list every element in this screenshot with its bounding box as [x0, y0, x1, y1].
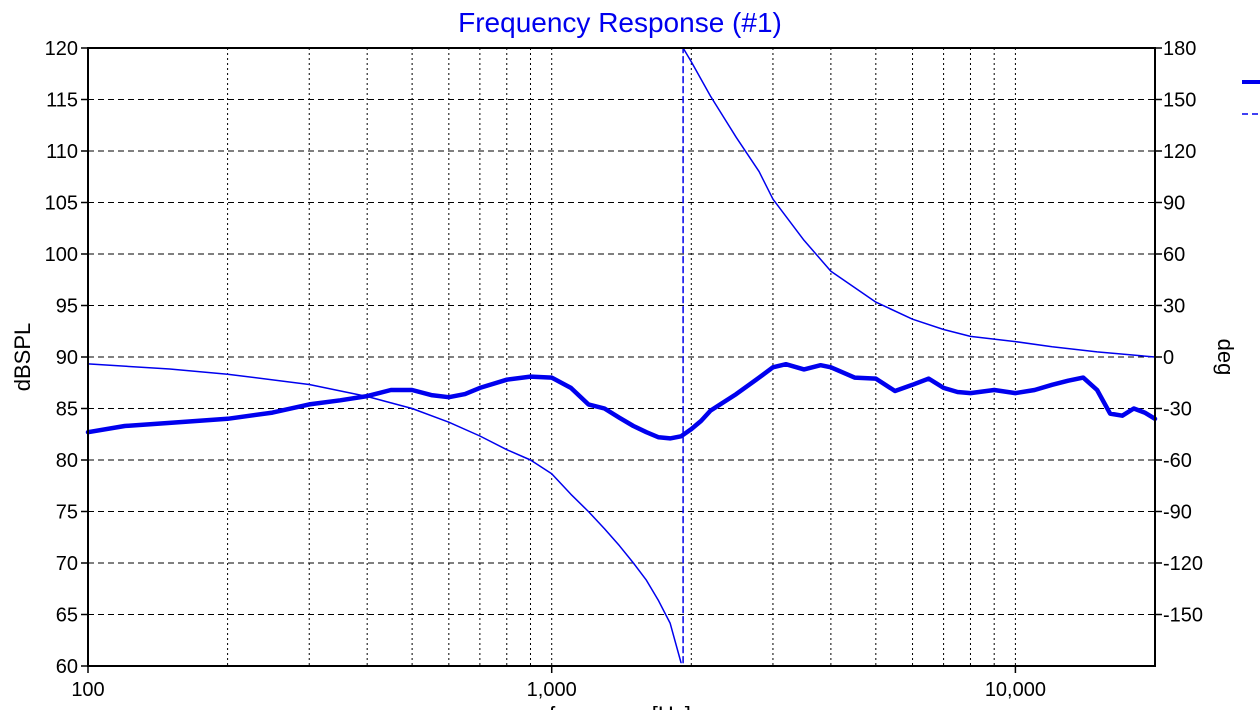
- x-axis-ticks: 100 1,000 10,000: [71, 666, 1046, 701]
- y-tick-label: 80: [56, 450, 78, 472]
- y2-tick-label: 30: [1163, 296, 1185, 318]
- plot-frame: [87, 47, 1156, 667]
- y-axis-right-ticks: 180 150 120 90 60 30 0 -30 -60 -90 -120 -150: [1155, 38, 1203, 627]
- y2-axis-label: deg: [1213, 339, 1238, 376]
- y2-tick-label: -60: [1163, 450, 1192, 472]
- y-tick-label: 65: [56, 605, 78, 627]
- chart-title: Frequency Response (#1): [458, 7, 782, 38]
- grid: [88, 48, 1155, 666]
- y-tick-label: 95: [56, 296, 78, 318]
- y2-tick-label: 180: [1163, 38, 1196, 60]
- y-tick-label: 120: [45, 38, 78, 60]
- y-axis-left-ticks: 120 115 110 105 100 95 90 85 80 75 70 65 60: [45, 38, 88, 678]
- x-tick-label: 10,000: [985, 679, 1046, 701]
- magnitude-curve: [85, 361, 1158, 441]
- y2-tick-label: -90: [1163, 502, 1192, 524]
- y2-tick-label: -120: [1163, 553, 1203, 575]
- x-axis-label: frequency [Hz]: [549, 702, 691, 710]
- y-tick-label: 110: [46, 141, 78, 163]
- y2-tick-label: 90: [1163, 193, 1185, 215]
- y2-tick-label: -30: [1163, 399, 1192, 421]
- y-tick-label: 105: [45, 193, 78, 215]
- y2-tick-label: 120: [1163, 141, 1196, 163]
- y2-tick-label: 150: [1163, 90, 1196, 112]
- y-tick-label: 85: [56, 399, 78, 421]
- x-tick-label: 100: [71, 679, 104, 701]
- y-tick-label: 90: [56, 347, 78, 369]
- series-group: [85, 47, 1158, 664]
- y2-tick-label: 60: [1163, 244, 1185, 266]
- y-tick-label: 75: [56, 502, 78, 524]
- y2-tick-label: -150: [1163, 605, 1203, 627]
- y-axis-label: dBSPL: [10, 323, 35, 392]
- y-tick-label: 70: [56, 553, 78, 575]
- y2-tick-label: 0: [1163, 347, 1174, 369]
- x-tick-label: 1,000: [527, 679, 577, 701]
- y-tick-label: 100: [45, 244, 78, 266]
- y-tick-label: 60: [56, 656, 78, 678]
- y-tick-label: 115: [46, 90, 78, 112]
- phase-curve: [87, 363, 682, 664]
- phase-curve: [682, 47, 1156, 358]
- legend: [1242, 80, 1260, 115]
